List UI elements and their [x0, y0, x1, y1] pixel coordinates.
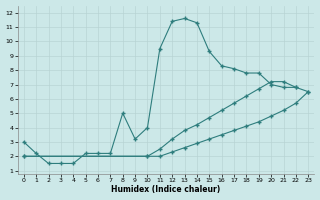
- X-axis label: Humidex (Indice chaleur): Humidex (Indice chaleur): [111, 185, 221, 194]
